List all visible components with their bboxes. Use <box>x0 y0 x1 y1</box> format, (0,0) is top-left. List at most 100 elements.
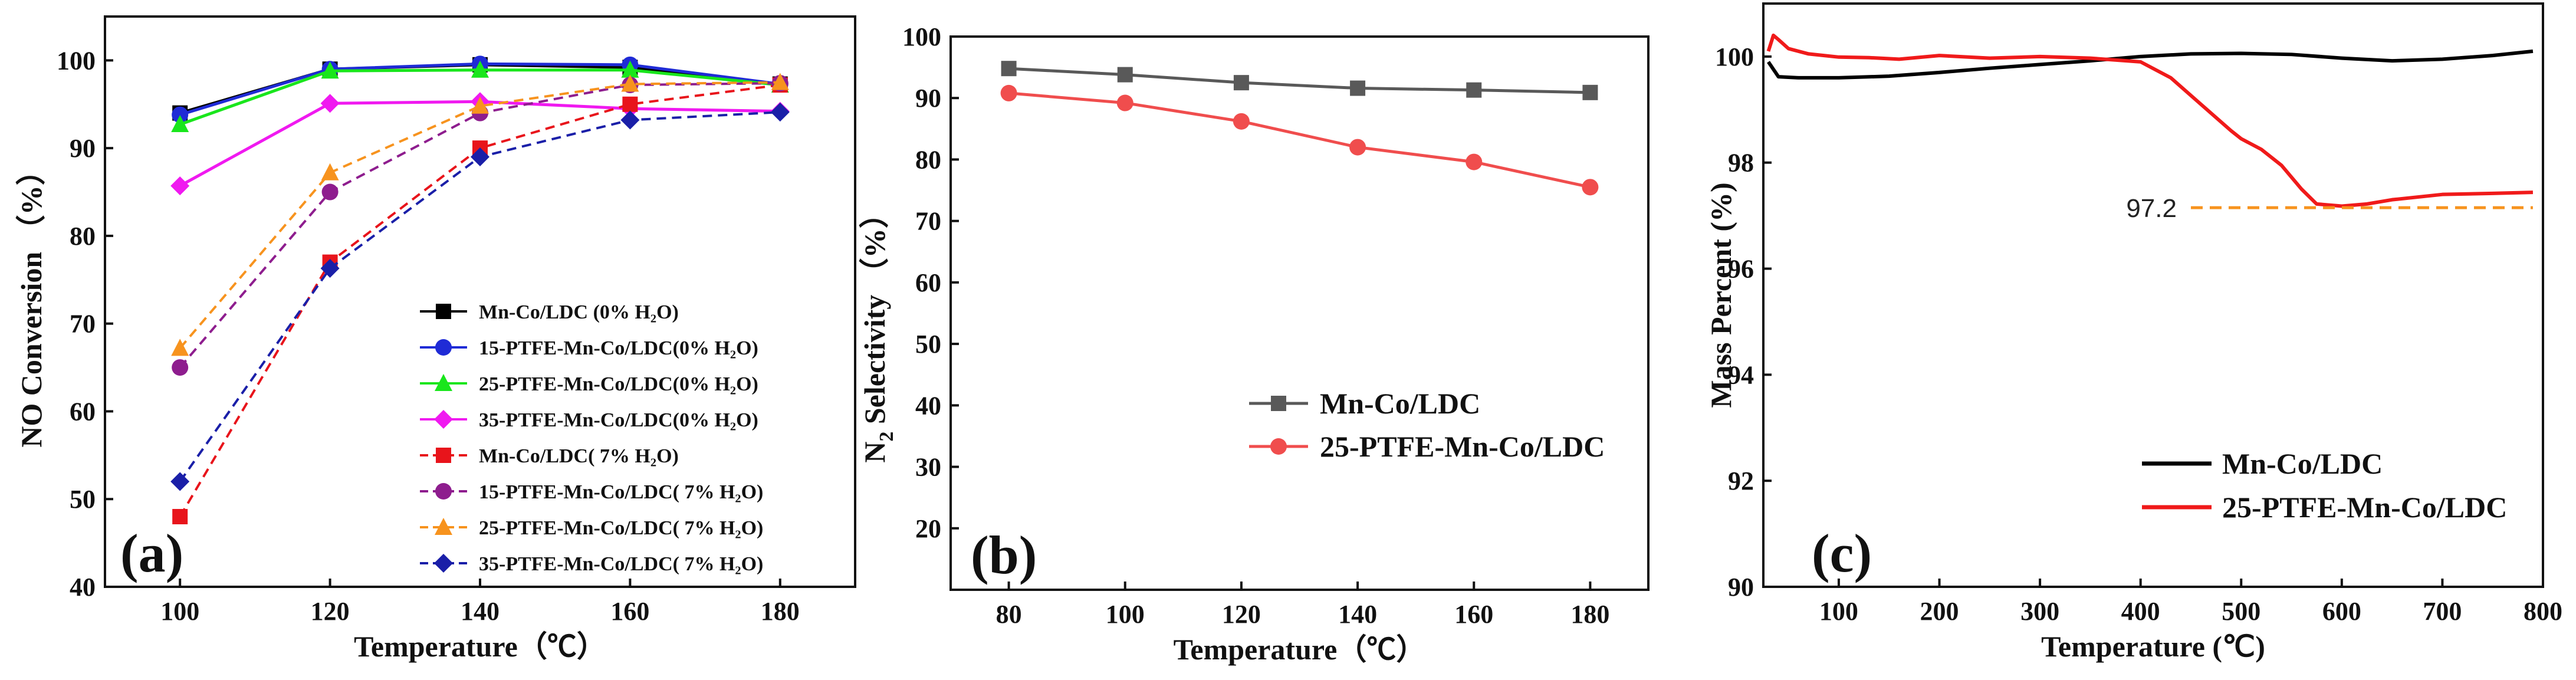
series-1 <box>1001 61 1598 100</box>
data-point <box>471 60 489 78</box>
legend-entry: 15-PTFE-Mn-Co/LDC(0% H₂O) <box>479 337 758 359</box>
y-axis-label: NO Conversion （%） <box>15 156 48 447</box>
plot-frame <box>949 35 1650 591</box>
plot-frame <box>1762 2 2544 588</box>
legend-entry: 25-PTFE-Mn-Co/LDC <box>2222 491 2507 524</box>
panel-label: (b) <box>971 525 1037 585</box>
data-point <box>622 96 638 112</box>
legend-swatch-marker <box>435 374 452 391</box>
data-point <box>1582 179 1599 196</box>
y-tick-label: 98 <box>1728 149 1754 178</box>
legend-entry: 35-PTFE-Mn-Co/LDC( 7% H₂O) <box>479 553 763 575</box>
y-tick-label: 100 <box>902 22 941 51</box>
chart-panel-b: 80 100 120 140 160 180 20 30 40 50 60 70 80 90 100 Temp… <box>858 22 1650 666</box>
legend-entry: Mn-Co/LDC( 7% H₂O) <box>479 445 679 467</box>
x-tick-label: 160 <box>1454 600 1493 629</box>
series-6 <box>172 75 788 376</box>
data-point <box>1233 113 1250 130</box>
y-tick-label: 100 <box>57 46 96 75</box>
chart-panel-a: 100 120 140 160 180 40 50 60 70 80 90 100 Temperatur… <box>15 15 856 663</box>
x-tick-label: 800 <box>2524 597 2562 626</box>
data-point <box>172 508 188 524</box>
x-tick-label: 600 <box>2322 597 2361 626</box>
legend: Mn-Co/LDC (0% H₂O) 15-PTFE-Mn-Co/LDC(0% H… <box>420 301 763 575</box>
legend-entry: 15-PTFE-Mn-Co/LDC( 7% H₂O) <box>479 481 763 503</box>
y-tick-label: 50 <box>70 485 96 514</box>
data-point <box>321 163 339 180</box>
x-axis-label: Temperature (℃) <box>2041 630 2265 663</box>
data-point <box>771 73 789 90</box>
x-tick-label: 180 <box>1570 600 1609 629</box>
series-1 <box>1767 49 2534 80</box>
y-tick-label: 40 <box>70 573 96 602</box>
x-tick-label: 120 <box>311 597 350 626</box>
x-tick-label: 300 <box>2020 597 2059 626</box>
data-point <box>321 61 339 79</box>
y-tick-label: 80 <box>915 145 941 174</box>
x-tick-label: 100 <box>1106 600 1145 629</box>
x-tick-label: 80 <box>996 600 1022 629</box>
y-tick-label: 70 <box>915 207 941 236</box>
y-axis-label-rest: Selectivity （%） <box>858 199 891 431</box>
data-point <box>171 114 189 132</box>
y-tick-label: 100 <box>1715 42 1754 71</box>
data-point <box>320 258 340 278</box>
series-curve <box>1766 33 2534 208</box>
legend-swatch-marker <box>436 304 451 319</box>
series-2 <box>1766 33 2534 208</box>
y-axis-label-main: N <box>858 442 891 463</box>
data-point <box>471 147 489 167</box>
legend-entry: Mn-Co/LDC <box>1320 387 1480 420</box>
data-point <box>1582 84 1598 100</box>
data-point <box>1116 94 1133 111</box>
legend-swatch-marker <box>435 483 452 500</box>
data-point <box>620 110 640 130</box>
x-axis-label: Temperature（℃） <box>354 630 606 663</box>
reference-value-label: 97.2 <box>2126 194 2177 223</box>
legend: Mn-Co/LDC 25-PTFE-Mn-Co/LDC <box>2142 447 2507 524</box>
x-tick-label: 400 <box>2121 597 2160 626</box>
data-point <box>170 472 190 491</box>
legend-entry: 25-PTFE-Mn-Co/LDC( 7% H₂O) <box>479 517 763 539</box>
y-tick-label: 30 <box>915 453 941 482</box>
series-2 <box>1000 84 1599 196</box>
data-point <box>621 74 639 92</box>
x-tick-label: 140 <box>1338 600 1377 629</box>
legend-entry: 25-PTFE-Mn-Co/LDC <box>1320 430 1605 463</box>
legend-swatch-marker <box>434 554 453 573</box>
data-point <box>770 103 790 122</box>
y-tick-label: 96 <box>1728 255 1754 284</box>
data-point <box>172 359 189 376</box>
data-point <box>1001 61 1017 77</box>
legend-entry: 25-PTFE-Mn-Co/LDC(0% H₂O) <box>479 373 758 395</box>
legend-entry: 35-PTFE-Mn-Co/LDC(0% H₂O) <box>479 409 758 431</box>
x-tick-label: 140 <box>461 597 500 626</box>
x-tick-label: 180 <box>761 597 800 626</box>
series-line <box>179 81 780 349</box>
x-tick-label: 200 <box>1920 597 1959 626</box>
y-axis-label: Mass Percent (%) <box>1704 182 1737 408</box>
data-point <box>1350 80 1366 96</box>
data-point <box>1233 75 1249 91</box>
y-tick-label: 92 <box>1728 467 1754 495</box>
data-point <box>320 94 340 113</box>
y-tick-label: 90 <box>70 134 96 163</box>
legend-swatch-marker <box>435 518 452 535</box>
y-tick-label: 40 <box>915 391 941 420</box>
x-tick-label: 100 <box>1819 597 1858 626</box>
data-point <box>1117 67 1133 83</box>
legend-entry: Mn-Co/LDC <box>2222 447 2383 480</box>
y-tick-label: 90 <box>915 84 941 113</box>
legend-swatch-marker <box>435 339 452 356</box>
y-tick-label: 94 <box>1728 360 1754 389</box>
legend: Mn-Co/LDC 25-PTFE-Mn-Co/LDC <box>1249 387 1605 463</box>
x-tick-label: 100 <box>160 597 199 626</box>
x-tick-label: 700 <box>2423 597 2462 626</box>
y-axis-label: N2 Selectivity （%） <box>858 199 898 462</box>
chart-panel-c: 100 200 300 400 500 600 700 800 90 92 94 96 98 100 Tem… <box>1704 2 2562 663</box>
data-point <box>170 176 190 196</box>
series-curve <box>1767 49 2534 80</box>
y-tick-label: 90 <box>1728 573 1754 602</box>
data-point <box>171 339 189 356</box>
